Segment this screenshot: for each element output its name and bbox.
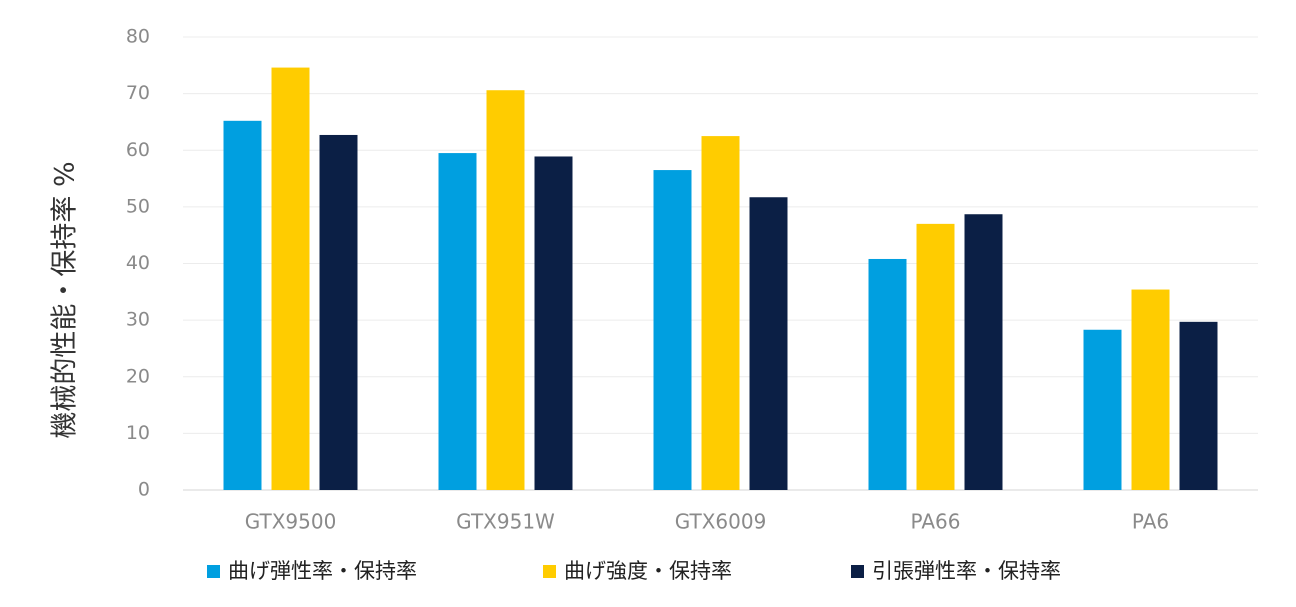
legend-swatch <box>207 565 220 578</box>
y-tick-label: 10 <box>126 422 150 444</box>
bar <box>223 120 262 491</box>
legend-label: 曲げ強度・保持率 <box>564 559 732 583</box>
y-tick-label: 80 <box>126 26 150 48</box>
y-tick-label: 40 <box>126 252 150 274</box>
bar <box>653 170 692 490</box>
bar <box>319 134 358 490</box>
bar <box>749 197 788 490</box>
legend-item: 曲げ強度・保持率 <box>543 559 732 583</box>
legend-label: 引張弾性率・保持率 <box>872 559 1061 583</box>
bar <box>916 223 955 491</box>
bar <box>868 258 907 490</box>
x-tick-label: GTX9500 <box>245 510 337 534</box>
legend-item: 引張弾性率・保持率 <box>851 559 1061 583</box>
legend-label: 曲げ弾性率・保持率 <box>228 559 417 583</box>
legend-swatch <box>543 565 556 578</box>
legend: 曲げ弾性率・保持率 曲げ強度・保持率 引張弾性率・保持率 <box>207 559 1061 583</box>
x-axis-labels: GTX9500 GTX951W GTX6009 PA66 PA6 <box>245 510 1169 534</box>
x-tick-label: PA66 <box>911 510 961 534</box>
x-tick-label: GTX951W <box>456 510 555 534</box>
bar <box>486 90 525 490</box>
legend-swatch <box>851 565 864 578</box>
bar <box>534 156 573 490</box>
y-axis-ticks: 0 10 20 30 40 50 60 70 80 <box>126 26 150 501</box>
y-tick-label: 50 <box>126 195 150 217</box>
bar <box>1131 289 1170 490</box>
bar <box>271 67 310 490</box>
y-tick-label: 0 <box>138 479 150 501</box>
bar <box>438 153 477 491</box>
y-axis-label: 機械的性能・保持率 % <box>50 161 81 438</box>
bar <box>701 136 740 490</box>
bars <box>223 67 1218 491</box>
bar <box>1179 321 1218 490</box>
x-tick-label: PA6 <box>1132 510 1169 534</box>
bar <box>964 214 1003 490</box>
y-tick-label: 20 <box>126 365 150 387</box>
legend-item: 曲げ弾性率・保持率 <box>207 559 417 583</box>
y-tick-label: 70 <box>126 82 150 104</box>
x-tick-label: GTX6009 <box>675 510 767 534</box>
bar <box>1083 329 1122 490</box>
y-tick-label: 60 <box>126 139 150 161</box>
y-tick-label: 30 <box>126 309 150 331</box>
